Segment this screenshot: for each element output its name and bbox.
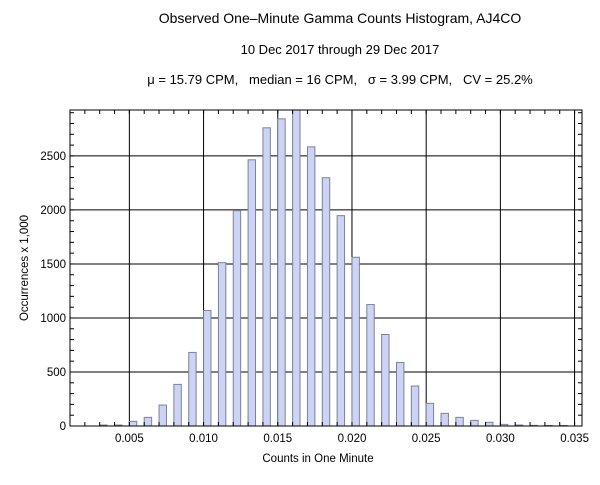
histogram-bar	[470, 419, 479, 427]
histogram-bar	[336, 215, 346, 427]
x-tick-label: 0.030	[486, 433, 515, 445]
y-tick-label: 1000	[40, 313, 66, 325]
y-axis-label: Occurrences x 1,000	[19, 215, 31, 321]
x-tick-labels: 0.005 0.010 0.015 0.020 0.025 0.030 0.035	[115, 433, 589, 445]
histogram-bar	[277, 118, 286, 427]
x-axis-label: Counts in One Minute	[262, 453, 373, 465]
y-tick-label: 500	[47, 367, 66, 379]
x-tick-label: 0.015	[263, 433, 292, 445]
histogram-bar	[262, 127, 271, 427]
plot-frame	[69, 109, 583, 427]
histogram-bar	[366, 304, 375, 427]
histogram-bar	[485, 421, 494, 427]
x-tick-label: 0.010	[189, 433, 218, 445]
histogram-bar	[410, 385, 420, 427]
chart-stats: μ = 15.79 CPM, median = 16 CPM, σ = 3.99…	[147, 72, 533, 87]
histogram-bar	[306, 146, 316, 427]
histogram-bar	[188, 351, 197, 427]
axis-ticks	[70, 110, 582, 426]
x-tick-label: 0.025	[412, 433, 441, 445]
histogram-bar	[321, 177, 331, 427]
y-tick-label: 2500	[40, 151, 66, 163]
y-tick-label: 1500	[40, 259, 66, 271]
histogram-bar	[232, 210, 242, 427]
y-tick-label: 2000	[40, 205, 66, 217]
x-tick-label: 0.005	[115, 433, 144, 445]
histogram-bar	[395, 361, 405, 427]
y-tick-label: 0	[60, 421, 66, 433]
chart-title: Observed One–Minute Gamma Counts Histogr…	[158, 10, 522, 26]
y-tick-labels: 0 500 1000 1500 2000 2500	[40, 151, 66, 433]
histogram-bar	[173, 383, 182, 427]
x-tick-label: 0.035	[560, 433, 589, 445]
chart-subtitle: 10 Dec 2017 through 29 Dec 2017	[240, 42, 440, 57]
histogram-bar	[158, 404, 167, 427]
histogram-bar	[292, 109, 301, 427]
histogram-bar	[455, 416, 464, 427]
x-tick-label: 0.020	[338, 433, 367, 445]
histogram-bar	[203, 310, 212, 427]
histogram-bar	[143, 416, 153, 427]
bars	[99, 109, 568, 427]
histogram-bar	[217, 262, 227, 427]
histogram-bar	[247, 159, 257, 427]
histogram-bar	[381, 333, 390, 427]
histogram-bar	[425, 402, 435, 427]
histogram-bar	[440, 412, 449, 427]
histogram-bar	[351, 256, 360, 427]
histogram-bar	[128, 420, 138, 427]
